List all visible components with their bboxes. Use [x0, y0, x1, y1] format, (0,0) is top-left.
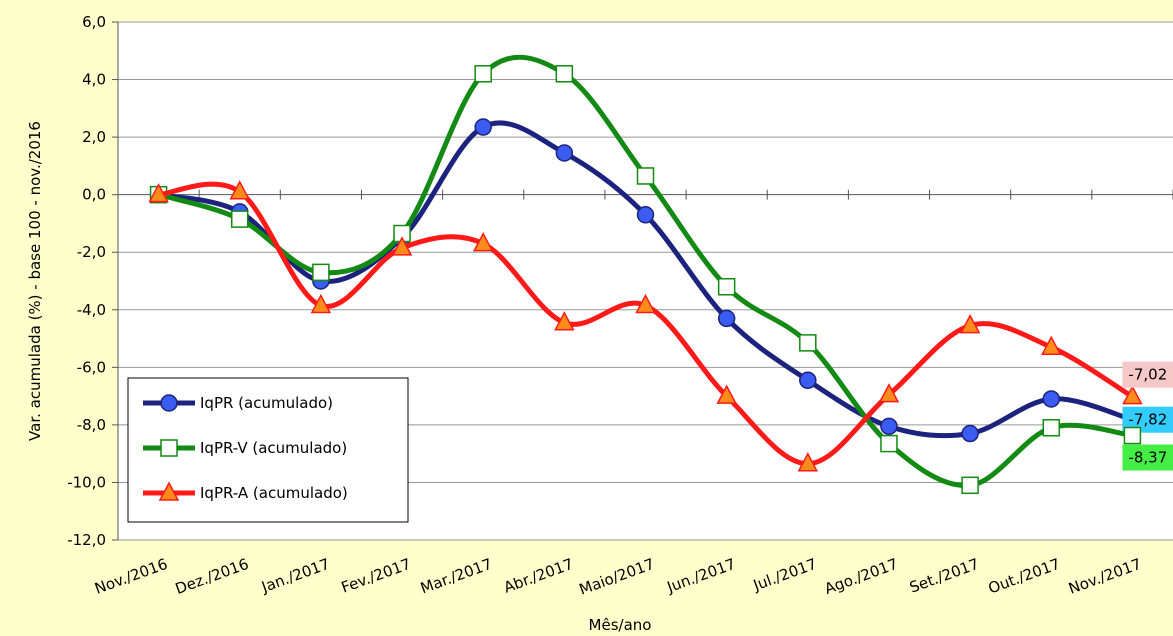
marker — [636, 206, 655, 224]
y-tick-label: -12,0 — [67, 531, 106, 549]
value-label: -7,02 — [1128, 366, 1167, 384]
marker — [148, 183, 169, 203]
marker — [391, 236, 413, 256]
legend-marker — [160, 394, 178, 412]
marker — [880, 417, 898, 436]
value-label: -7,82 — [1128, 411, 1167, 429]
marker — [555, 144, 574, 162]
y-tick-label: -6,0 — [77, 358, 106, 376]
x-tick-label: Maio/2017 — [577, 555, 657, 599]
marker — [799, 371, 817, 390]
marker — [636, 167, 655, 185]
marker — [878, 383, 900, 403]
marker — [1122, 385, 1143, 405]
value-label-box — [1122, 444, 1173, 471]
x-tick-label: Mar./2017 — [418, 555, 495, 598]
marker — [880, 434, 898, 453]
y-tick-label: 6,0 — [82, 13, 106, 31]
x-tick-label: Set./2017 — [907, 555, 981, 597]
y-tick-label: 2,0 — [82, 128, 106, 146]
legend-label: IqPR (acumulado) — [200, 394, 333, 412]
marker — [310, 293, 332, 314]
marker — [717, 309, 736, 328]
marker — [555, 65, 574, 83]
marker — [635, 293, 656, 314]
marker — [716, 384, 737, 404]
x-tick-label: Jun./2017 — [664, 555, 738, 597]
y-tick-label: -10,0 — [67, 473, 106, 491]
x-tick-label: Abr./2017 — [501, 555, 575, 597]
y-tick-label: -4,0 — [77, 301, 106, 319]
marker — [1042, 419, 1061, 437]
x-tick-label: Jul./2017 — [750, 555, 819, 595]
legend-label: IqPR-A (acumulado) — [200, 484, 348, 502]
marker — [1041, 335, 1062, 355]
value-label-box — [1122, 361, 1173, 388]
marker — [474, 65, 492, 83]
marker — [474, 118, 492, 136]
marker — [472, 231, 494, 252]
marker — [797, 452, 819, 472]
marker — [961, 476, 979, 495]
y-tick-label: -2,0 — [77, 243, 106, 261]
x-tick-label: Fev./2017 — [339, 555, 414, 597]
marker — [799, 334, 817, 352]
legend-marker — [158, 481, 180, 501]
y-tick-label: 0,0 — [82, 186, 106, 204]
value-label: -8,37 — [1128, 449, 1167, 467]
x-tick-label: Out./2017 — [986, 555, 1063, 598]
marker — [961, 424, 979, 443]
marker — [554, 311, 575, 331]
y-axis-label: Var. acumulada (%) - base 100 - nov./201… — [26, 121, 44, 441]
x-tick-label: Dez./2016 — [173, 555, 251, 598]
marker — [1123, 426, 1142, 445]
x-tick-label: Ago./2017 — [822, 555, 900, 598]
x-axis-label: Mês/ano — [589, 616, 652, 634]
x-tick-label: Jan./2017 — [258, 555, 332, 597]
y-tick-label: 4,0 — [82, 71, 106, 89]
marker — [1042, 390, 1061, 408]
legend-label: IqPR-V (acumulado) — [200, 439, 347, 457]
marker — [959, 314, 981, 334]
marker — [312, 263, 330, 282]
marker — [230, 210, 249, 228]
marker — [717, 278, 736, 296]
x-tick-label: Nov./2017 — [1066, 555, 1144, 598]
legend-marker — [160, 439, 178, 457]
y-tick-label: -8,0 — [77, 416, 106, 434]
x-tick-label: Nov./2016 — [92, 555, 170, 598]
marker — [229, 180, 250, 200]
